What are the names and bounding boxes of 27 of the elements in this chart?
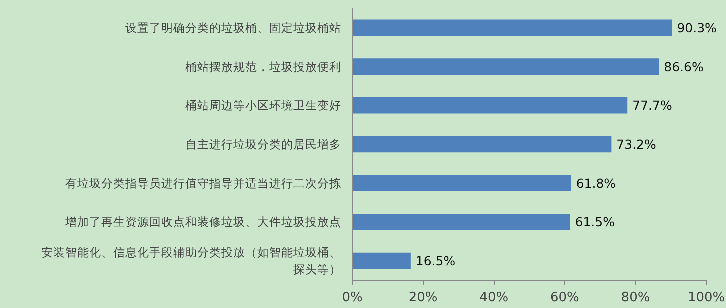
data-label: 90.3% [677,20,718,36]
bar [352,175,572,192]
data-label: 77.7% [632,98,672,114]
data-label: 86.6% [664,59,704,74]
y-tick-label: 增加了再生资源回收点和装修垃圾、大件垃圾投放点 [64,215,342,230]
bar [352,20,672,36]
x-tick-label: 20% [408,290,438,306]
x-tick-label: 40% [480,290,509,306]
x-tick-label: 100% [688,290,726,306]
x-tick-label: 80% [621,290,650,306]
x-tick-label: 60% [550,290,580,306]
bar [352,97,628,114]
y-tick-label: 设置了明确分类的垃圾桶、固定垃圾桶站 [126,20,342,35]
y-tick-label: 自主进行垃圾分类的居民增多 [186,138,342,152]
data-label: 73.2% [616,137,657,152]
x-tick-label: 0% [342,290,363,306]
bar [352,252,411,270]
bar [352,214,570,230]
data-label: 61.5% [575,214,616,230]
y-tick-label: 桶站摆放规范，垃圾投放便利 [186,60,342,74]
bar [352,136,612,153]
data-label: 16.5% [416,254,456,269]
bar [352,58,660,75]
y-tick-label: 桶站周边等小区环境卫生变好 [186,98,342,113]
y-tick-label: 有垃圾分类指导员进行值守指导并适当进行二次分拣 [66,176,342,190]
data-label: 61.8% [576,176,616,191]
y-tick-label: 安装智能化、信息化手段辅助分类投放（如智能垃圾桶、探头等） [42,246,342,276]
